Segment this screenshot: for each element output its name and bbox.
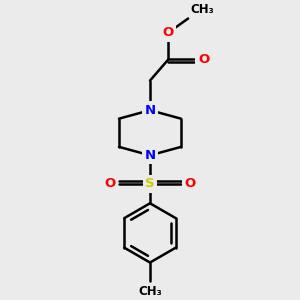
Text: O: O [184,177,196,190]
Text: N: N [144,104,156,117]
Text: O: O [163,26,174,39]
Text: N: N [144,149,156,162]
Text: O: O [198,53,209,66]
Text: S: S [145,177,155,190]
Text: CH₃: CH₃ [190,3,214,16]
Text: O: O [104,177,116,190]
Text: CH₃: CH₃ [138,285,162,298]
